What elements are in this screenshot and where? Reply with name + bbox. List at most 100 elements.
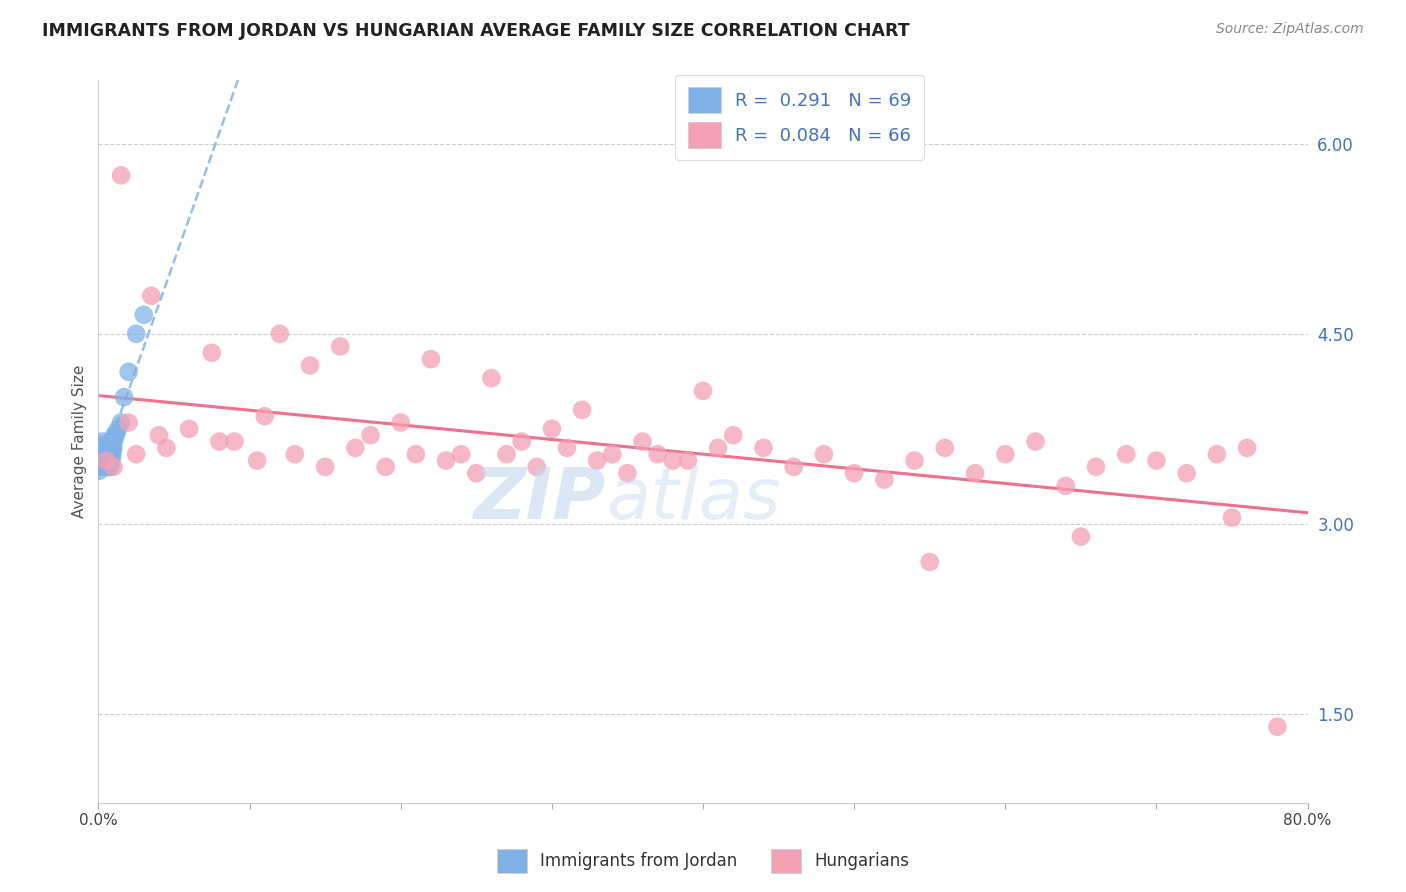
Point bbox=[89, 453, 111, 467]
Point bbox=[90, 447, 112, 461]
Point bbox=[96, 459, 118, 474]
Point bbox=[93, 450, 115, 465]
Point bbox=[118, 416, 141, 430]
Point bbox=[101, 443, 124, 458]
Point bbox=[1070, 530, 1092, 544]
Point bbox=[344, 441, 367, 455]
Point bbox=[555, 441, 578, 455]
Point bbox=[707, 441, 730, 455]
Point bbox=[97, 447, 120, 461]
Point bbox=[98, 441, 121, 455]
Point bbox=[752, 441, 775, 455]
Point bbox=[94, 456, 117, 470]
Point bbox=[141, 289, 163, 303]
Point bbox=[91, 438, 114, 452]
Point bbox=[269, 326, 291, 341]
Point bbox=[934, 441, 956, 455]
Point bbox=[91, 443, 114, 458]
Point bbox=[540, 422, 562, 436]
Point bbox=[329, 339, 352, 353]
Point bbox=[94, 447, 117, 461]
Point bbox=[692, 384, 714, 398]
Point bbox=[112, 390, 135, 404]
Point bbox=[661, 453, 683, 467]
Point bbox=[965, 467, 987, 481]
Point bbox=[374, 459, 396, 474]
Point bbox=[90, 450, 112, 465]
Point bbox=[148, 428, 170, 442]
Point bbox=[208, 434, 231, 449]
Point bbox=[1220, 510, 1243, 524]
Point bbox=[94, 453, 117, 467]
Point bbox=[103, 434, 125, 449]
Point bbox=[103, 459, 125, 474]
Point bbox=[434, 453, 457, 467]
Point bbox=[110, 169, 132, 183]
Point bbox=[118, 365, 141, 379]
Point bbox=[98, 459, 121, 474]
Point bbox=[918, 555, 941, 569]
Point bbox=[495, 447, 517, 461]
Point bbox=[1085, 459, 1108, 474]
Point bbox=[179, 422, 201, 436]
Point bbox=[1115, 447, 1137, 461]
Y-axis label: Average Family Size: Average Family Size bbox=[72, 365, 87, 518]
Point bbox=[100, 450, 122, 465]
Point bbox=[1267, 720, 1289, 734]
Point bbox=[107, 422, 129, 436]
Point bbox=[89, 456, 111, 470]
Point bbox=[100, 434, 122, 449]
Point bbox=[97, 443, 120, 458]
Point bbox=[299, 359, 322, 373]
Text: ZIP: ZIP bbox=[474, 465, 606, 533]
Point bbox=[94, 447, 117, 461]
Point bbox=[360, 428, 382, 442]
Point bbox=[93, 438, 115, 452]
Point bbox=[420, 352, 443, 367]
Point bbox=[98, 456, 121, 470]
Point bbox=[1175, 467, 1198, 481]
Point bbox=[94, 450, 117, 465]
Point bbox=[97, 459, 120, 474]
Point bbox=[91, 453, 114, 467]
Point bbox=[132, 308, 155, 322]
Point bbox=[1206, 447, 1229, 461]
Point bbox=[100, 450, 122, 465]
Point bbox=[96, 438, 118, 452]
Point bbox=[813, 447, 835, 461]
Point bbox=[389, 416, 412, 430]
Legend: Immigrants from Jordan, Hungarians: Immigrants from Jordan, Hungarians bbox=[491, 842, 915, 880]
Text: atlas: atlas bbox=[606, 465, 780, 533]
Point bbox=[93, 447, 115, 461]
Point bbox=[96, 456, 118, 470]
Point bbox=[586, 453, 609, 467]
Point bbox=[616, 467, 638, 481]
Point bbox=[783, 459, 806, 474]
Point bbox=[97, 450, 120, 465]
Point bbox=[101, 447, 124, 461]
Point bbox=[103, 428, 125, 442]
Point bbox=[1054, 479, 1077, 493]
Point bbox=[1236, 441, 1258, 455]
Point bbox=[465, 467, 488, 481]
Point bbox=[89, 464, 111, 478]
Point bbox=[94, 443, 117, 458]
Point bbox=[89, 450, 111, 465]
Point bbox=[96, 453, 118, 467]
Point bbox=[994, 447, 1017, 461]
Point bbox=[602, 447, 624, 461]
Point bbox=[101, 441, 124, 455]
Point bbox=[253, 409, 276, 424]
Point bbox=[98, 438, 121, 452]
Point bbox=[246, 453, 269, 467]
Point bbox=[314, 459, 336, 474]
Point bbox=[93, 447, 115, 461]
Point bbox=[103, 441, 125, 455]
Text: Source: ZipAtlas.com: Source: ZipAtlas.com bbox=[1216, 22, 1364, 37]
Point bbox=[1024, 434, 1046, 449]
Point bbox=[97, 453, 120, 467]
Point bbox=[94, 450, 117, 465]
Point bbox=[201, 346, 224, 360]
Point bbox=[571, 402, 593, 417]
Point bbox=[96, 443, 118, 458]
